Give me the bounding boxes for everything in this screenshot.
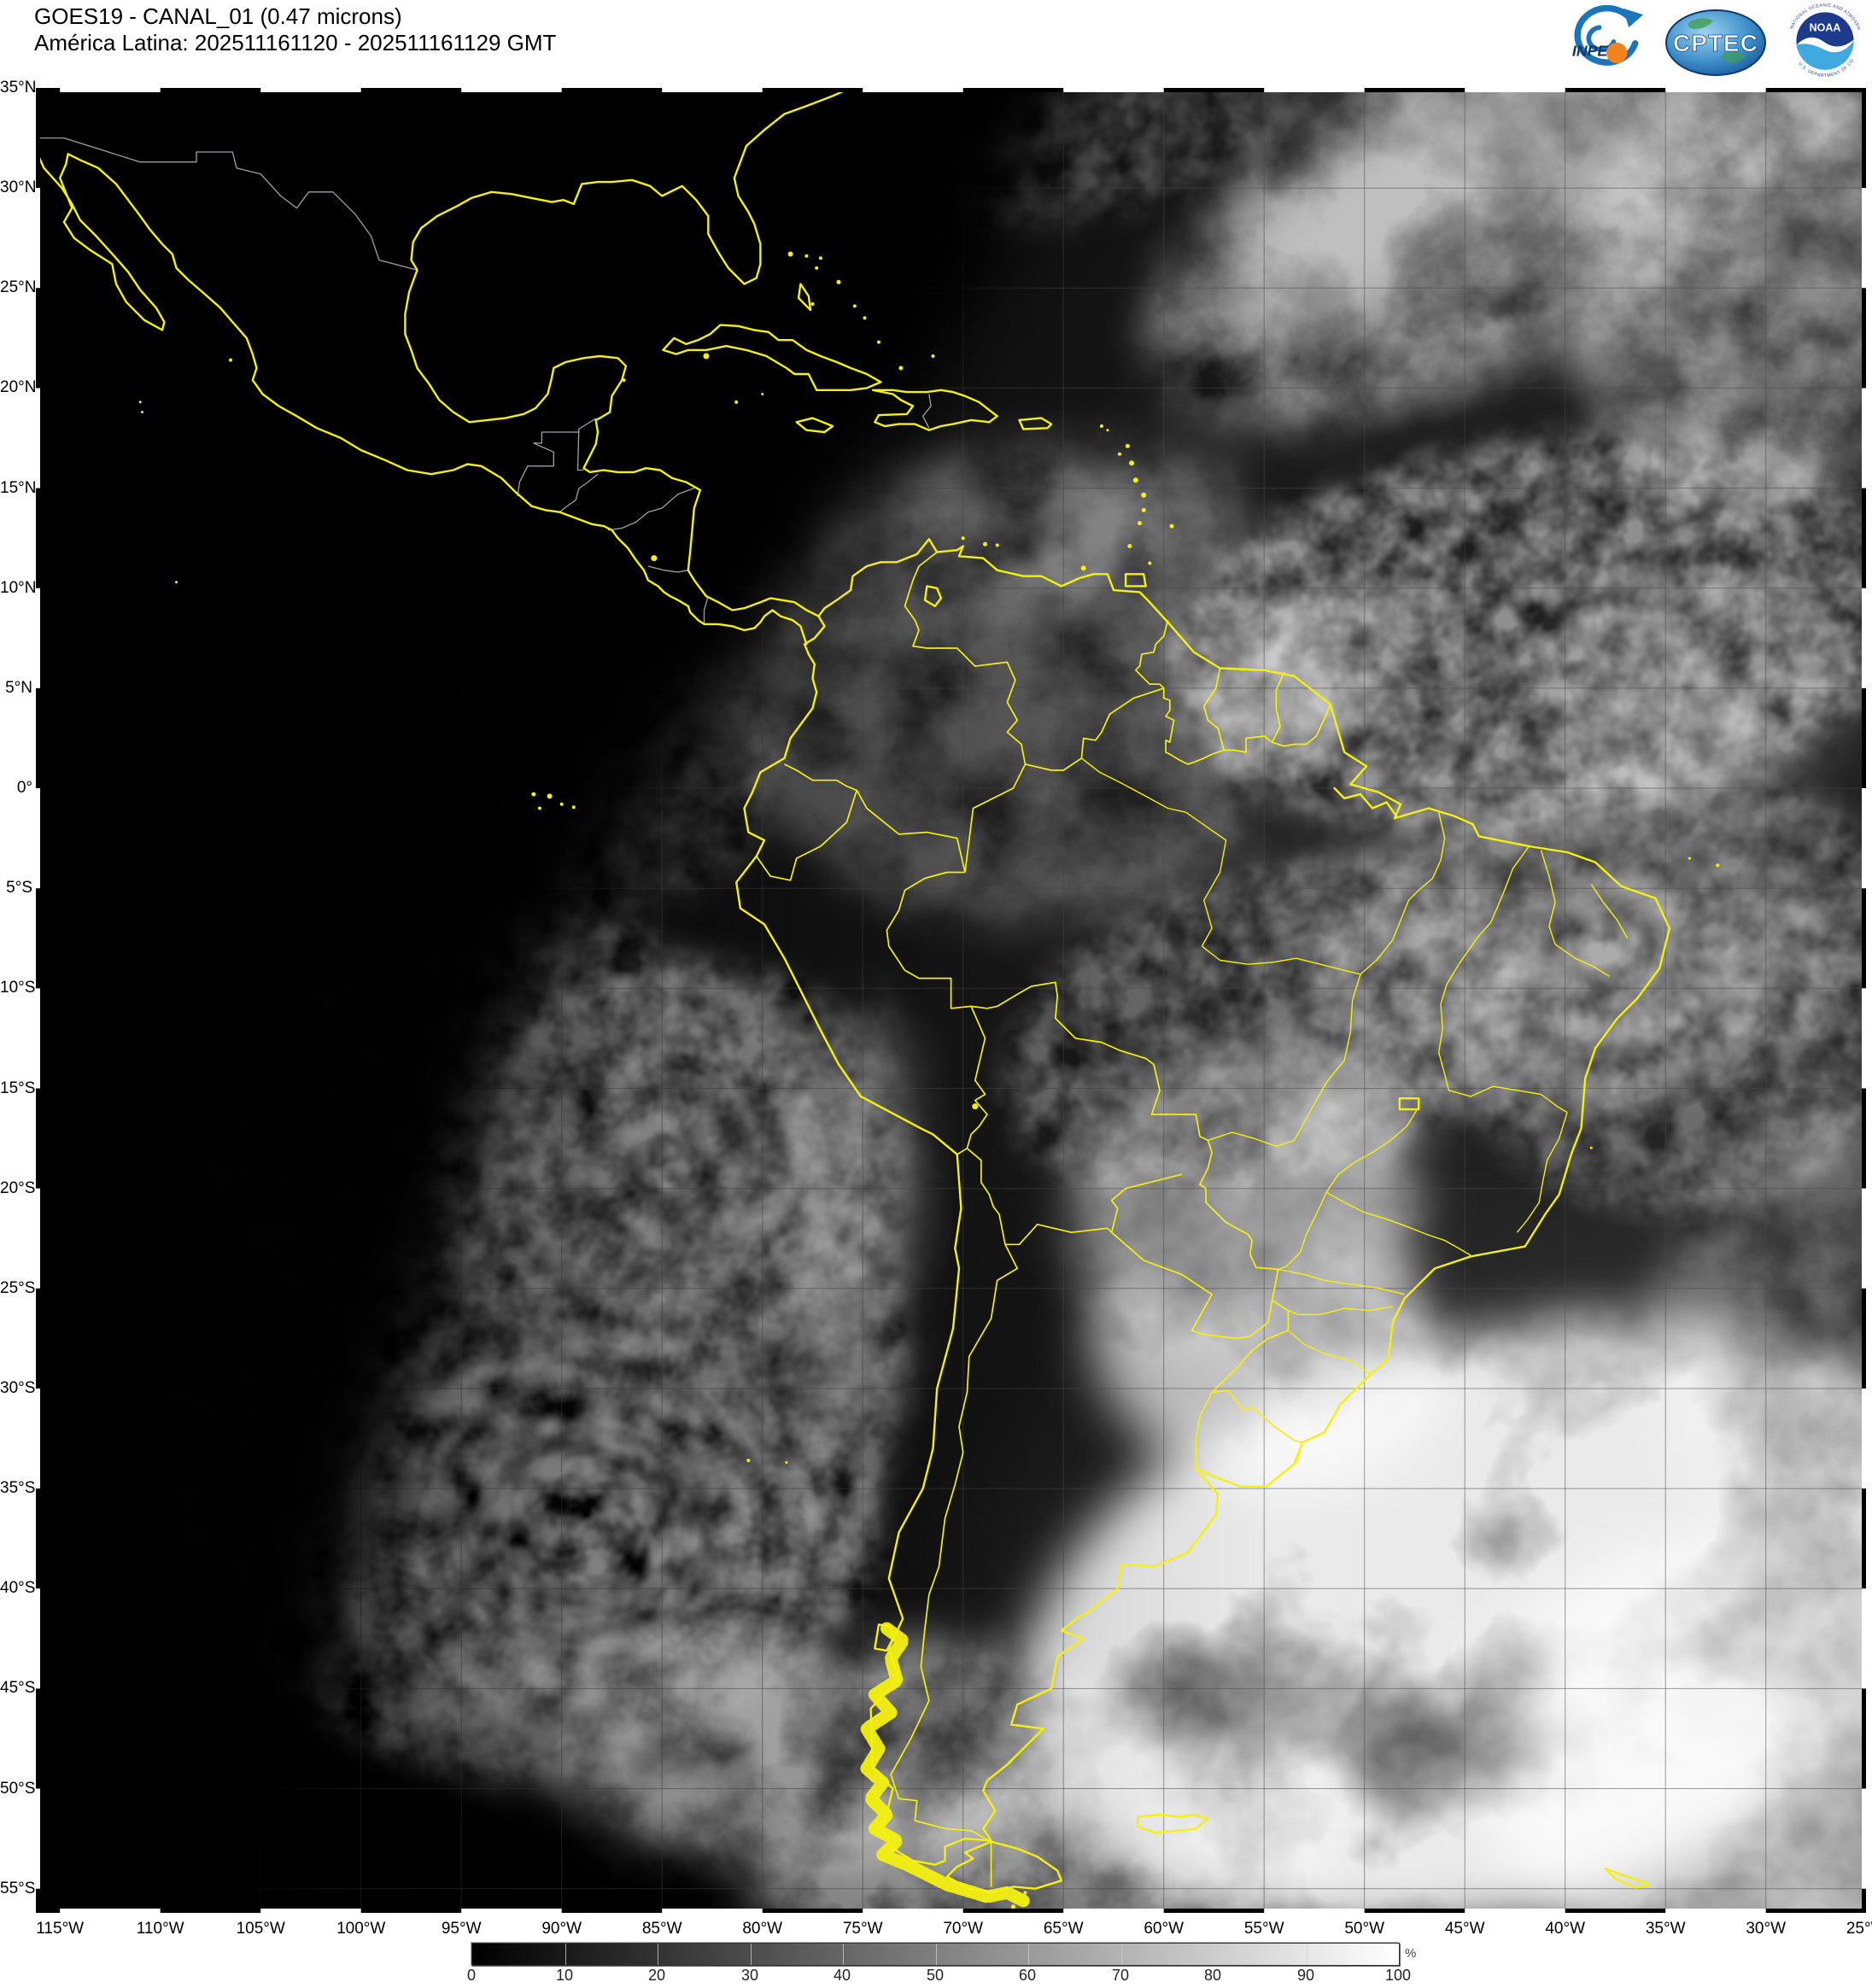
colorbar-tick-label: 90 <box>1296 1967 1315 1984</box>
colorbar-unit: % <box>1405 1946 1417 1961</box>
colorbar-tick-label: 100 <box>1384 1967 1412 1984</box>
lon-tick-label: 110°W <box>136 1920 184 1938</box>
colorbar-tick-label: 10 <box>555 1967 574 1984</box>
lat-tick-label: 15°S <box>0 1079 36 1097</box>
lat-tick-label: 35°S <box>0 1479 36 1498</box>
noaa-gull-icon <box>1796 37 1854 53</box>
lon-tick-label: 60°W <box>1144 1920 1185 1938</box>
lat-tick-label: 20°N <box>0 378 37 397</box>
lat-tick-label: 0° <box>16 779 32 798</box>
coastline-layer <box>34 86 1720 1909</box>
cptec-logo-text: CPTEC <box>1673 30 1758 56</box>
lon-tick-label: 100°W <box>336 1920 386 1938</box>
lon-tick-label: 55°W <box>1243 1920 1284 1938</box>
colorbar-tick-label: 40 <box>833 1967 851 1984</box>
colorbar-tick <box>936 1944 937 1965</box>
lat-tick-label: 30°N <box>0 178 37 197</box>
lon-tick-label: 70°W <box>943 1920 984 1938</box>
map-frame <box>36 88 1866 1913</box>
colorbar-tick <box>1028 1944 1029 1965</box>
terminator-shadow <box>0 20 1274 1984</box>
lat-tick-label: 25°S <box>0 1278 36 1297</box>
lon-tick-label: 80°W <box>742 1920 783 1938</box>
colorbar-tick-label: 0 <box>466 1967 477 1984</box>
lat-tick-label: 50°S <box>0 1779 36 1798</box>
lon-tick-label: 45°W <box>1444 1920 1485 1938</box>
cptec-logo: CPTEC <box>1665 9 1766 76</box>
lon-tick-label: 95°W <box>441 1920 482 1938</box>
cptec-land2-icon <box>1721 50 1746 63</box>
lat-tick-label: 5°S <box>6 879 32 898</box>
lon-tick-label: 40°W <box>1545 1920 1586 1938</box>
noaa-logo-text: NOAA <box>1810 21 1841 33</box>
noaa-logo: NATIONAL OCEANIC AND ATMOSPHERIC ADMINIS… <box>1782 0 1865 81</box>
inpe-logo: INPE <box>1572 5 1643 66</box>
lon-tick-label: 65°W <box>1043 1920 1084 1938</box>
colorbar-tick-label: 30 <box>740 1967 759 1984</box>
lat-tick-label: 25°N <box>0 278 37 297</box>
title-block: GOES19 - CANAL_01 (0.47 microns) América… <box>34 3 556 56</box>
colorbar-tick <box>843 1944 844 1965</box>
product-title: GOES19 - CANAL_01 (0.47 microns) <box>34 3 402 29</box>
colorbar-tick <box>565 1944 566 1965</box>
cptec-land-icon <box>1688 18 1713 29</box>
lon-tick-label: 50°W <box>1344 1920 1385 1938</box>
lat-tick-label: 10°S <box>0 979 36 997</box>
lat-tick-label: 55°S <box>0 1879 36 1897</box>
lon-tick-label: 75°W <box>842 1920 883 1938</box>
lat-tick-label: 35°N <box>0 79 37 96</box>
lon-tick-label: 90°W <box>541 1920 582 1938</box>
lat-tick-label: 40°S <box>0 1579 36 1598</box>
inpe-orange-dot-icon <box>1606 42 1628 64</box>
lon-tick-label: 85°W <box>641 1920 682 1938</box>
lon-tick-label: 105°W <box>236 1920 285 1938</box>
lat-tick-label: 10°N <box>0 578 37 597</box>
colorbar-tick <box>751 1944 752 1965</box>
reflectance-colorbar <box>471 1943 1400 1966</box>
lat-tick-label: 45°S <box>0 1679 36 1698</box>
colorbar-tick-label: 60 <box>1018 1967 1037 1984</box>
lat-tick-label: 5°N <box>5 678 32 697</box>
lon-tick-label: 25°W <box>1846 1920 1872 1938</box>
product-timestamp: América Latina: 202511161120 - 202511161… <box>34 30 557 56</box>
lon-tick-label: 30°W <box>1746 1920 1787 1938</box>
colorbar-tick-label: 50 <box>926 1967 945 1984</box>
colorbar-tick-label: 80 <box>1203 1967 1222 1984</box>
colorbar-tick-label: 20 <box>647 1967 666 1984</box>
lat-tick-label: 30°S <box>0 1378 36 1397</box>
lat-tick-label: 20°S <box>0 1178 36 1197</box>
lon-tick-label: 35°W <box>1645 1920 1686 1938</box>
inpe-arrowhead-icon <box>1623 8 1643 28</box>
colorbar-tick-label: 70 <box>1111 1967 1130 1984</box>
inpe-logo-text: INPE <box>1572 43 1609 60</box>
lon-tick-label: 115°W <box>36 1920 85 1938</box>
lat-tick-label: 15°N <box>0 478 37 497</box>
colorbar-tick <box>1121 1944 1122 1965</box>
